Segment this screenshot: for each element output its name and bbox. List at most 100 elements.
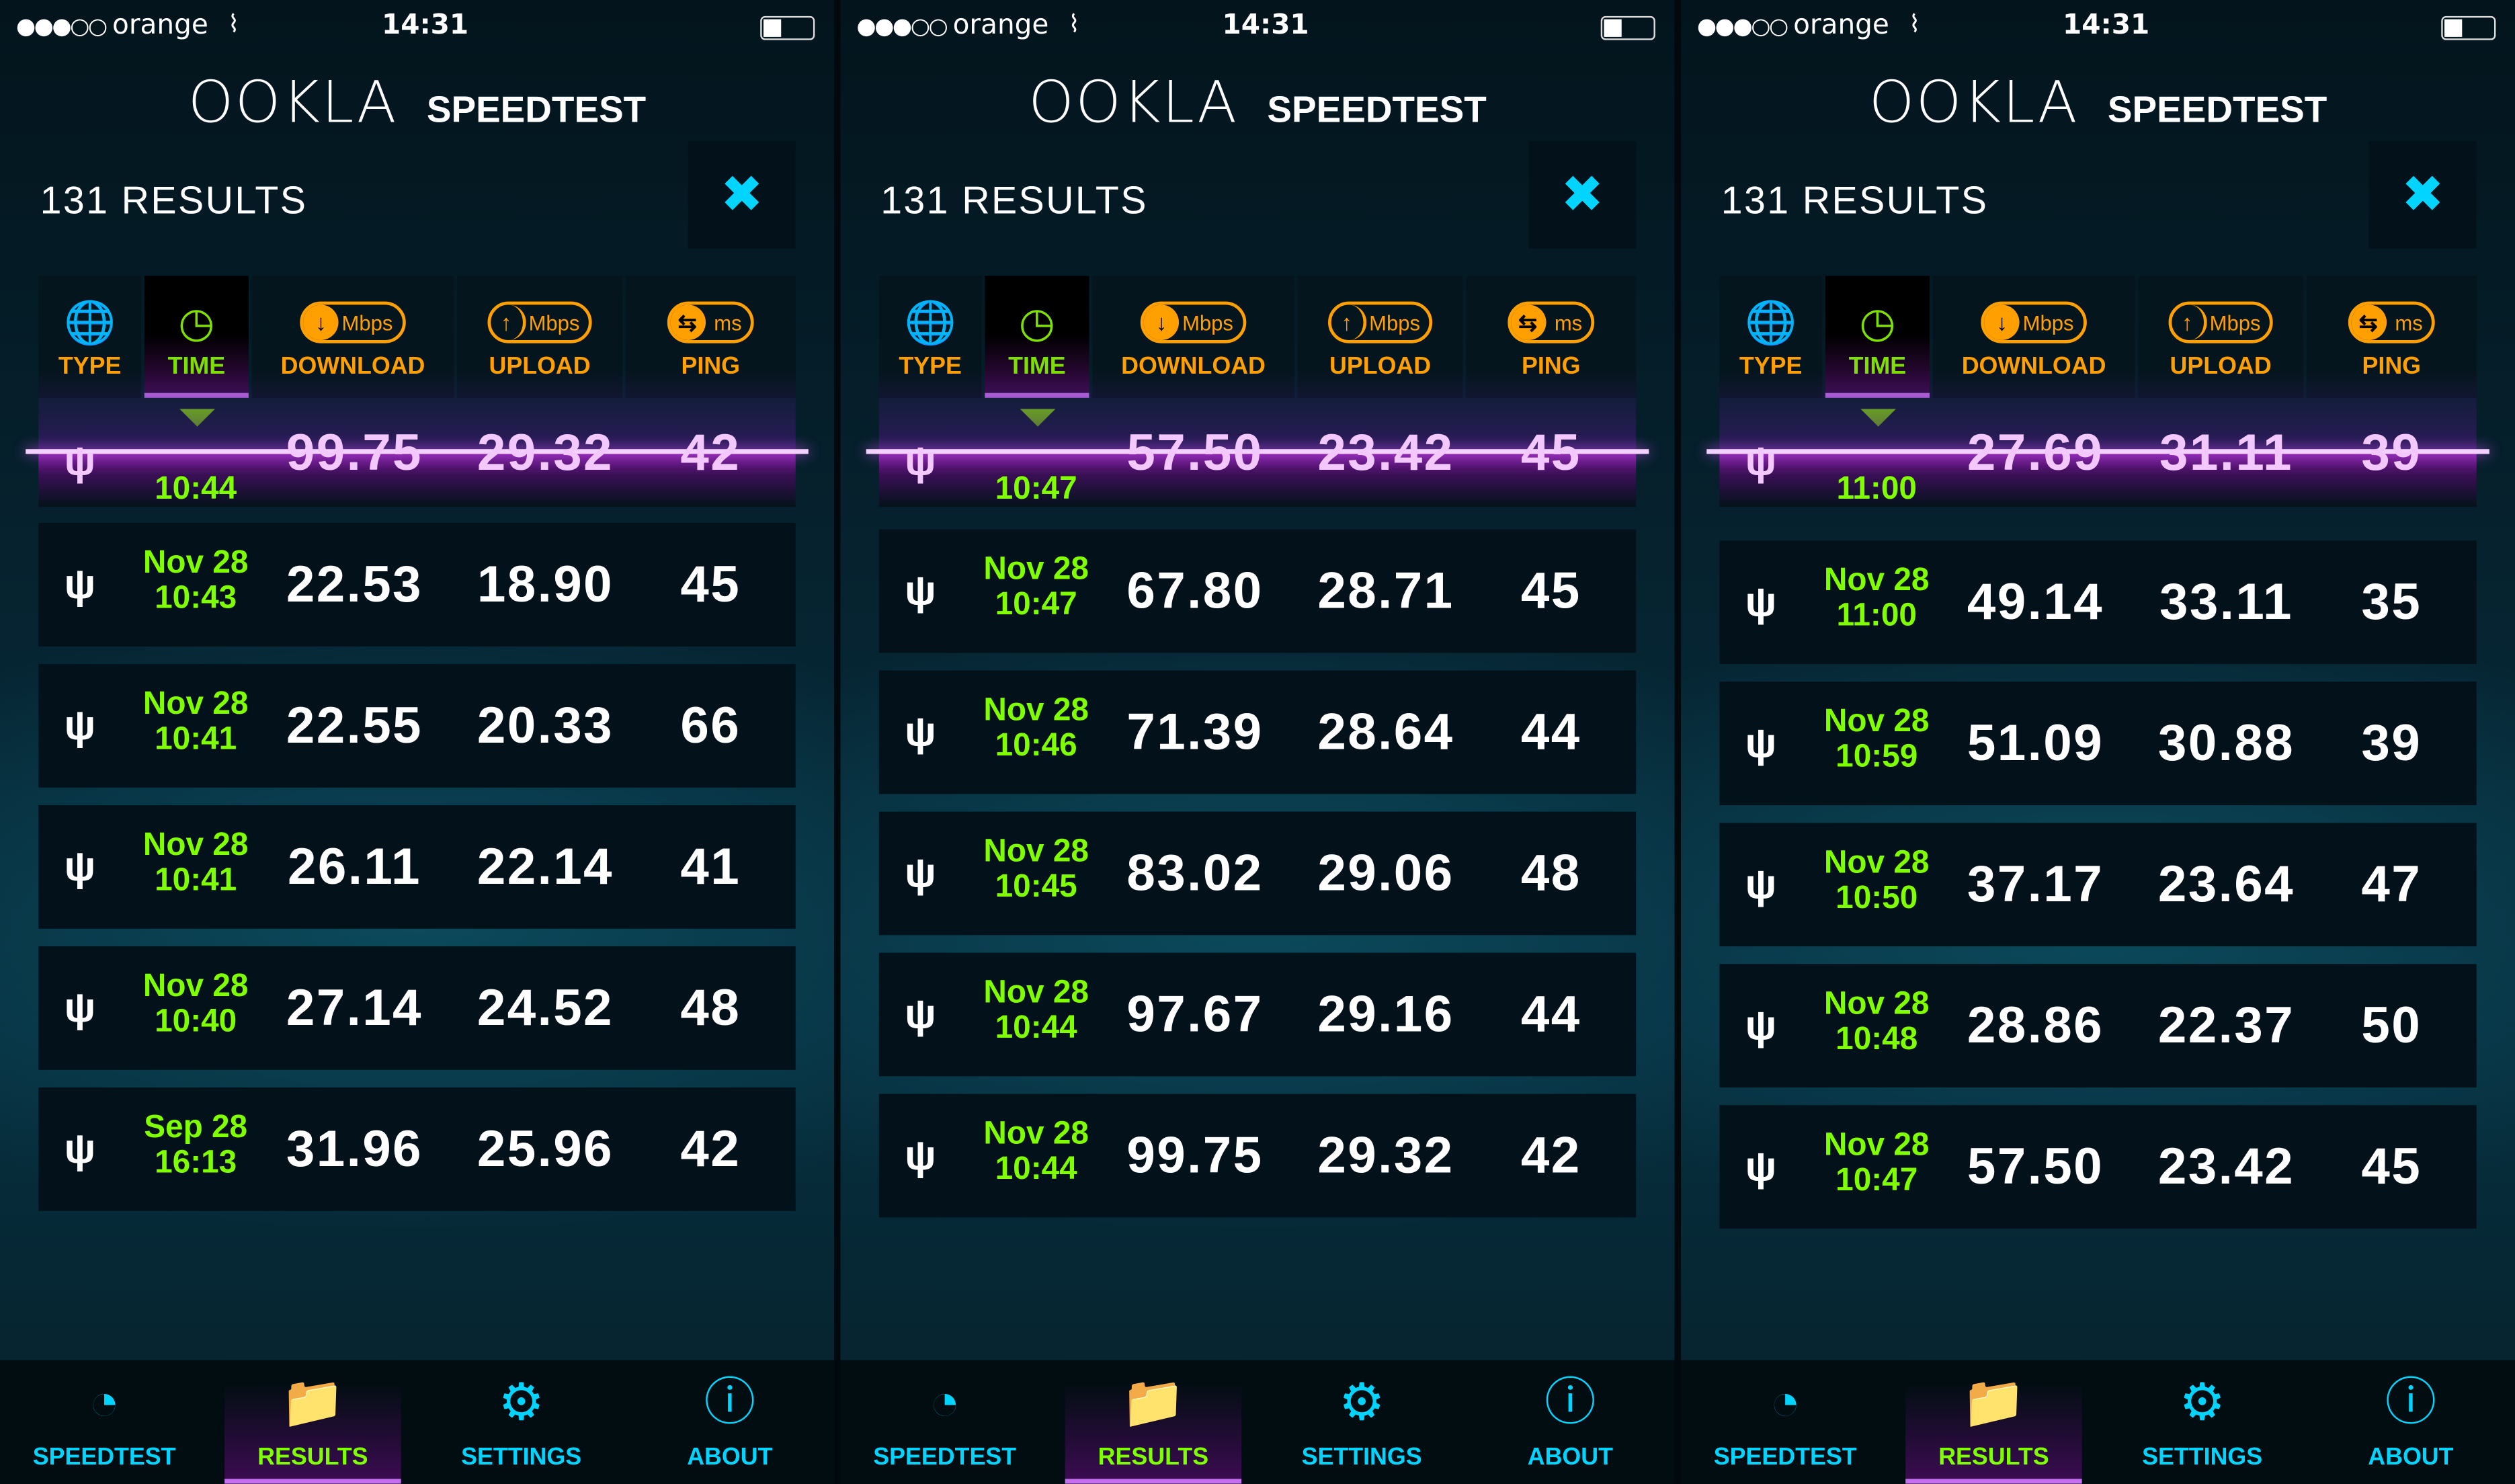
result-datetime: Nov 28 10:50 bbox=[1823, 845, 1930, 916]
result-datetime: Nov 28 10:47 bbox=[1823, 1127, 1930, 1198]
download-value: 28.86 bbox=[1967, 996, 2104, 1054]
status-bar: ●●●○○ orange ⌇ 14:31 bbox=[856, 9, 1658, 48]
upload-value: 20.33 bbox=[477, 696, 614, 754]
result-row[interactable]: ψ Nov 28 10:44 99.75 29.32 42 bbox=[878, 1094, 1637, 1218]
cellular-antenna-icon: ψ bbox=[904, 436, 936, 485]
result-row[interactable]: ψ Sep 28 16:13 31.96 25.96 42 bbox=[38, 1087, 796, 1211]
ping-value: 42 bbox=[680, 1119, 741, 1178]
result-datetime: Nov 28 10:44 bbox=[983, 1116, 1089, 1188]
tab-results[interactable]: 📁 RESULTS bbox=[1905, 1360, 2082, 1484]
upload-value: 31.11 bbox=[2159, 423, 2293, 481]
download-value: 22.53 bbox=[286, 554, 423, 613]
cellular-antenna-icon: ψ bbox=[1745, 436, 1777, 485]
upload-value: 33.11 bbox=[2159, 572, 2293, 630]
ookla-speedtest-logo: OOKLA SPEEDTEST bbox=[188, 71, 647, 136]
result-row[interactable]: ψ Nov 28 10:41 26.11 22.14 41 bbox=[38, 805, 796, 929]
ookla-speedtest-logo: OOKLA SPEEDTEST bbox=[1868, 71, 2327, 136]
download-value: 49.14 bbox=[1967, 572, 2104, 630]
result-row[interactable]: ψ 11:00 27.69 31.11 39 bbox=[1706, 423, 2489, 507]
result-datetime: Sep 28 16:13 bbox=[144, 1110, 248, 1181]
result-row[interactable]: ψ Nov 28 10:41 22.55 20.33 66 bbox=[38, 664, 796, 788]
ping-value: 45 bbox=[1520, 561, 1581, 620]
download-value: 57.50 bbox=[1126, 423, 1264, 481]
tab-speedtest[interactable]: ◔ SPEEDTEST bbox=[1697, 1360, 1874, 1484]
upload-value: 18.90 bbox=[477, 554, 614, 613]
result-datetime: Nov 28 10:44 bbox=[983, 975, 1089, 1046]
tab-label: RESULTS bbox=[1938, 1443, 2049, 1471]
result-row[interactable]: ψ Nov 28 10:46 71.39 28.64 44 bbox=[878, 670, 1637, 794]
download-value: 83.02 bbox=[1126, 843, 1264, 902]
result-row[interactable]: ψ Nov 28 10:40 27.14 24.52 48 bbox=[38, 946, 796, 1070]
phone-screen-2: ●●●○○ orange ⌇ 14:31 OOKLA SPEEDTEST 131 … bbox=[840, 0, 1675, 1484]
tab-speedtest[interactable]: ◔ SPEEDTEST bbox=[856, 1360, 1033, 1484]
wrench-screwdriver-icon: ✖ bbox=[1561, 163, 1604, 225]
signal-dots-icon: ●●●○○ bbox=[1696, 14, 1788, 40]
tab-speedtest[interactable]: ◔ SPEEDTEST bbox=[16, 1360, 193, 1484]
cellular-antenna-icon: ψ bbox=[64, 559, 96, 608]
result-row[interactable]: ψ 10:44 99.75 29.32 42 bbox=[26, 423, 809, 507]
status-time: 14:31 bbox=[1222, 9, 1309, 42]
result-row[interactable]: ψ Nov 28 10:47 67.80 28.71 45 bbox=[878, 529, 1637, 653]
result-datetime: Nov 28 10:45 bbox=[983, 833, 1089, 905]
result-datetime: Nov 28 10:46 bbox=[983, 692, 1089, 764]
result-row[interactable]: ψ Nov 28 10:43 22.53 18.90 45 bbox=[38, 522, 796, 647]
ping-value: 42 bbox=[680, 423, 741, 481]
cellular-antenna-icon: ψ bbox=[64, 700, 96, 749]
tab-settings[interactable]: ⚙ SETTINGS bbox=[433, 1360, 610, 1484]
wrench-screwdriver-icon: ✖ bbox=[2401, 163, 2444, 225]
result-row[interactable]: ψ Nov 28 10:48 28.86 22.37 50 bbox=[1719, 964, 2477, 1088]
result-row[interactable]: ψ Nov 28 10:45 83.02 29.06 48 bbox=[878, 811, 1637, 936]
speedometer-icon: ◔ bbox=[929, 1372, 960, 1431]
tools-button[interactable]: ✖ bbox=[688, 141, 796, 249]
results-count: 131 RESULTS bbox=[40, 179, 308, 223]
upload-value: 23.42 bbox=[2157, 1137, 2295, 1195]
tab-label: SETTINGS bbox=[2142, 1443, 2263, 1471]
tab-label: RESULTS bbox=[257, 1443, 368, 1471]
tab-bar: ◔ SPEEDTEST 📁 RESULTS ⚙ SETTINGS ⓘ ABOUT bbox=[1681, 1360, 2515, 1484]
speedometer-icon: ◔ bbox=[89, 1372, 120, 1431]
result-row[interactable]: ψ Nov 28 10:59 51.09 30.88 39 bbox=[1719, 682, 2477, 806]
upload-value: 28.64 bbox=[1317, 702, 1454, 761]
result-row[interactable]: ψ 10:47 57.50 23.42 45 bbox=[866, 423, 1649, 507]
cellular-antenna-icon: ψ bbox=[904, 566, 936, 615]
tab-settings[interactable]: ⚙ SETTINGS bbox=[2114, 1360, 2291, 1484]
tab-about[interactable]: ⓘ ABOUT bbox=[1482, 1360, 1659, 1484]
speedometer-icon: ◔ bbox=[1770, 1372, 1801, 1431]
tools-button[interactable]: ✖ bbox=[1528, 141, 1637, 249]
result-datetime: Nov 28 10:43 bbox=[142, 545, 249, 616]
tab-label: SPEEDTEST bbox=[873, 1443, 1017, 1471]
result-row[interactable]: ψ Nov 28 11:00 49.14 33.11 35 bbox=[1719, 540, 2477, 665]
download-value: 22.55 bbox=[286, 696, 423, 754]
tools-button[interactable]: ✖ bbox=[2368, 141, 2477, 249]
tab-about[interactable]: ⓘ ABOUT bbox=[2323, 1360, 2500, 1484]
tab-results[interactable]: 📁 RESULTS bbox=[1065, 1360, 1242, 1484]
tab-bar: ◔ SPEEDTEST 📁 RESULTS ⚙ SETTINGS ⓘ ABOUT bbox=[0, 1360, 834, 1484]
status-bar: ●●●○○ orange ⌇ 14:31 bbox=[16, 9, 818, 48]
cellular-antenna-icon: ψ bbox=[1745, 1001, 1777, 1049]
tab-about[interactable]: ⓘ ABOUT bbox=[642, 1360, 819, 1484]
upload-value: 28.71 bbox=[1317, 561, 1454, 620]
battery-icon bbox=[2441, 15, 2496, 40]
cellular-antenna-icon: ψ bbox=[1745, 577, 1777, 626]
tab-label: ABOUT bbox=[687, 1443, 773, 1471]
cellular-antenna-icon: ψ bbox=[1745, 1142, 1777, 1190]
ping-value: 39 bbox=[2361, 713, 2422, 772]
ping-value: 66 bbox=[680, 696, 741, 754]
gear-icon: ⚙ bbox=[498, 1372, 544, 1431]
tab-settings[interactable]: ⚙ SETTINGS bbox=[1274, 1360, 1450, 1484]
ping-value: 50 bbox=[2361, 996, 2422, 1054]
ping-value: 39 bbox=[2361, 423, 2422, 481]
result-datetime: 11:00 bbox=[1836, 471, 1917, 507]
tab-bar: ◔ SPEEDTEST 📁 RESULTS ⚙ SETTINGS ⓘ ABOUT bbox=[840, 1360, 1675, 1484]
tab-results[interactable]: 📁 RESULTS bbox=[224, 1360, 401, 1484]
tab-label: SPEEDTEST bbox=[1713, 1443, 1857, 1471]
result-row[interactable]: ψ Nov 28 10:50 37.17 23.64 47 bbox=[1719, 823, 2477, 947]
result-datetime: Nov 28 10:40 bbox=[142, 968, 249, 1040]
results-folder-icon: 📁 bbox=[1961, 1372, 2026, 1431]
result-row[interactable]: ψ Nov 28 10:44 97.67 29.16 44 bbox=[878, 952, 1637, 1077]
download-value: 57.50 bbox=[1967, 1137, 2104, 1195]
ping-value: 41 bbox=[680, 837, 741, 895]
cellular-antenna-icon: ψ bbox=[1745, 860, 1777, 908]
scroll-glow bbox=[38, 317, 796, 450]
result-row[interactable]: ψ Nov 28 10:47 57.50 23.42 45 bbox=[1719, 1105, 2477, 1229]
